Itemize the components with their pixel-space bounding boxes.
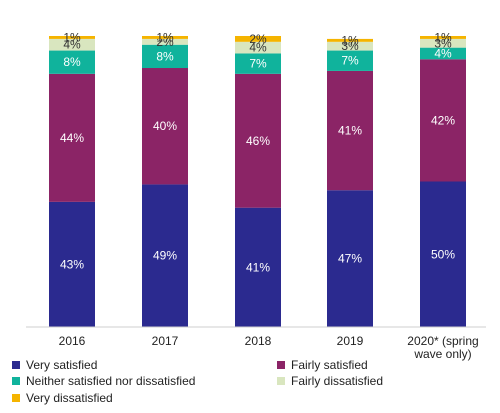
data-label: 50% bbox=[431, 247, 455, 261]
bar-segment bbox=[235, 36, 281, 42]
bar-segment bbox=[49, 50, 95, 74]
bar-segment bbox=[235, 73, 281, 208]
x-tick-labels: 2016 2017 2018 2019 2020* (spring wave only) bbox=[59, 334, 479, 361]
legend-swatch bbox=[12, 361, 20, 369]
data-label: 2% bbox=[249, 32, 267, 46]
x-tick-label: 2018 bbox=[245, 334, 272, 348]
legend-label: Fairly satisfied bbox=[291, 358, 368, 372]
data-label: 1% bbox=[63, 30, 81, 44]
bar-segment bbox=[327, 38, 373, 42]
bar-segment bbox=[142, 184, 188, 327]
bar-segment bbox=[235, 207, 281, 327]
data-label: 7% bbox=[249, 57, 267, 71]
data-label: 1% bbox=[156, 30, 174, 44]
bar-segment bbox=[327, 70, 373, 191]
legend-label: Very dissatisfied bbox=[26, 391, 113, 405]
legend-label: Neither satisfied nor dissatisfied bbox=[26, 374, 195, 388]
bar-segment bbox=[327, 41, 373, 51]
x-tick-label: 2017 bbox=[152, 334, 179, 348]
data-label: 41% bbox=[338, 124, 362, 138]
bar-segment bbox=[142, 68, 188, 185]
data-label: 42% bbox=[431, 113, 455, 127]
x-tick-label-line: 2019 bbox=[337, 334, 364, 348]
bar-segment bbox=[420, 59, 466, 182]
data-label: 44% bbox=[60, 131, 84, 145]
data-label: 4% bbox=[434, 46, 452, 60]
legend-label: Fairly dissatisfied bbox=[291, 374, 383, 388]
bar-segment bbox=[235, 41, 281, 54]
data-label: 4% bbox=[63, 38, 81, 52]
data-label: 40% bbox=[153, 119, 177, 133]
x-tick-label-line: wave only) bbox=[413, 347, 471, 361]
legend-swatch bbox=[277, 377, 285, 385]
bar-segment bbox=[142, 44, 188, 69]
data-label: 1% bbox=[434, 30, 452, 44]
x-tick-label-line: 2016 bbox=[59, 334, 86, 348]
data-label: 1% bbox=[341, 33, 359, 47]
bar-segment bbox=[49, 201, 95, 327]
data-label: 3% bbox=[434, 36, 452, 50]
data-label: 49% bbox=[153, 249, 177, 263]
data-label: 8% bbox=[63, 55, 81, 69]
bar-segment bbox=[49, 38, 95, 51]
bar-segment bbox=[327, 190, 373, 327]
bar-segment bbox=[420, 47, 466, 60]
bar-segment bbox=[420, 36, 466, 39]
data-label: 46% bbox=[246, 134, 270, 148]
bar-segment bbox=[49, 36, 95, 39]
x-tick-label-line: 2018 bbox=[245, 334, 272, 348]
bar-segment bbox=[420, 181, 466, 327]
bar-segment bbox=[235, 53, 281, 74]
data-label: 3% bbox=[341, 39, 359, 53]
bar-segment bbox=[49, 73, 95, 202]
legend-label: Very satisfied bbox=[26, 358, 97, 372]
legend-swatch bbox=[12, 394, 20, 402]
data-label: 8% bbox=[156, 49, 174, 63]
x-tick-label: 2016 bbox=[59, 334, 86, 348]
x-tick-label-line: 2017 bbox=[152, 334, 179, 348]
legend: Very satisfied Fairly satisfied Neither sa… bbox=[12, 358, 383, 405]
legend-swatch bbox=[277, 361, 285, 369]
bar-segment bbox=[142, 36, 188, 39]
bar-segment bbox=[327, 50, 373, 71]
data-label: 41% bbox=[246, 260, 270, 274]
x-tick-label: 2020* (spring wave only) bbox=[407, 334, 478, 361]
data-label: 7% bbox=[341, 54, 359, 68]
x-tick-label-line: 2020* (spring bbox=[407, 334, 478, 348]
data-label: 43% bbox=[60, 257, 84, 271]
legend-swatch bbox=[12, 377, 20, 385]
data-label: 47% bbox=[338, 252, 362, 266]
bars-layer: 43%44%8%4%1%49%40%8%2%1%41%46%7%4%2%47%4… bbox=[49, 30, 466, 327]
bar-segment bbox=[142, 38, 188, 45]
bar-segment bbox=[420, 38, 466, 48]
x-tick-label: 2019 bbox=[337, 334, 364, 348]
data-label: 4% bbox=[249, 41, 267, 55]
